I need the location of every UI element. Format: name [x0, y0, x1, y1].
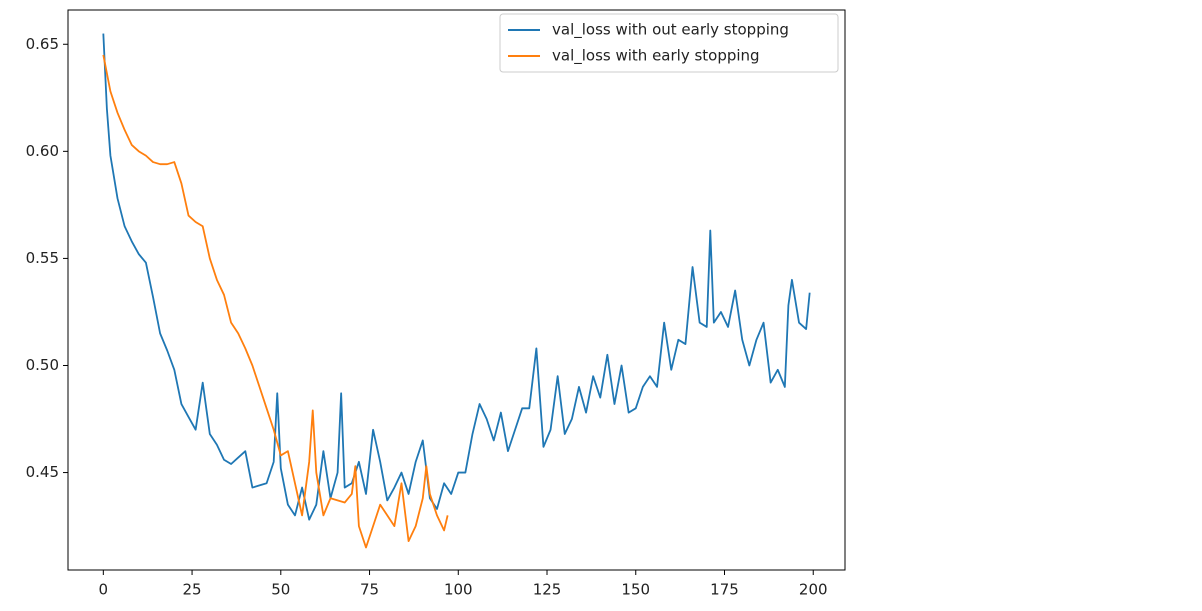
x-tick-label: 50 — [271, 581, 290, 599]
plot-frame — [67, 9, 846, 571]
x-tick-label: 200 — [799, 581, 828, 599]
y-tick-label: 0.65 — [26, 35, 59, 53]
y-tick-label: 0.55 — [26, 249, 59, 267]
x-tick-label: 150 — [621, 581, 650, 599]
legend-box — [499, 13, 839, 73]
x-tick-label: 25 — [183, 581, 202, 599]
legend-label: val_loss with early stopping — [552, 47, 760, 66]
x-tick-label: 0 — [99, 581, 109, 599]
legend-label: val_loss with out early stopping — [552, 21, 789, 40]
y-tick-label: 0.60 — [26, 142, 59, 160]
y-tick-label: 0.45 — [26, 463, 59, 481]
line — [102, 54, 449, 549]
line — [102, 33, 811, 521]
x-tick-label: 125 — [533, 581, 562, 599]
y-tick-label: 0.50 — [26, 356, 59, 374]
x-tick-label: 175 — [710, 581, 739, 599]
x-tick-label: 100 — [444, 581, 473, 599]
x-tick-label: 75 — [360, 581, 379, 599]
